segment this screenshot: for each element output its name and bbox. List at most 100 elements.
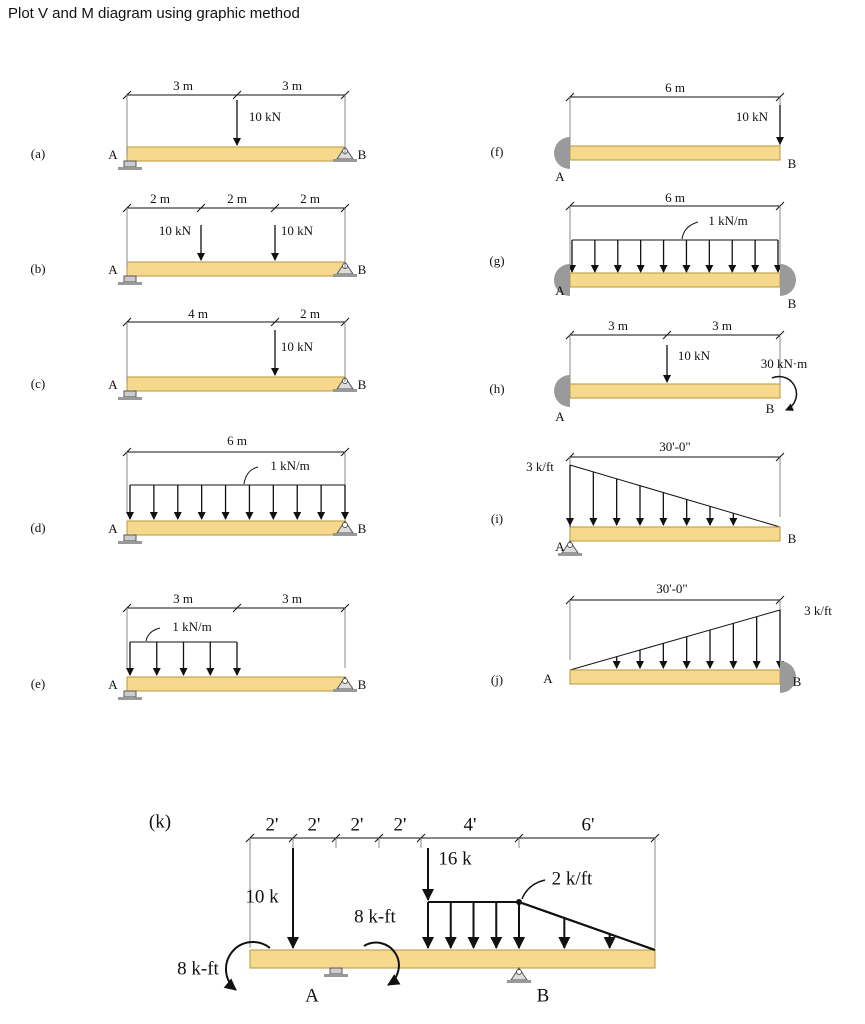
roller-support [329, 967, 343, 975]
fixed-support [554, 264, 570, 296]
label: 3 m [712, 318, 732, 333]
beam [126, 376, 346, 392]
support-base [118, 697, 142, 700]
support-label: B [358, 521, 367, 536]
problem-label: (e) [31, 676, 45, 691]
label: 2 k/ft [552, 868, 593, 889]
dimension-tick [232, 90, 242, 100]
leader [145, 627, 161, 642]
support-base [333, 159, 357, 162]
beam [126, 520, 346, 536]
moment-arc [223, 941, 271, 991]
beam [569, 669, 781, 685]
support-base [333, 533, 357, 536]
label: 4 m [188, 306, 208, 321]
support-label: A [555, 283, 565, 298]
dimension-tick [232, 603, 242, 613]
label: 3 m [282, 78, 302, 93]
support-label: A [108, 377, 118, 392]
leader [243, 466, 259, 485]
label: 10 kN [678, 348, 711, 363]
roller-support [123, 160, 137, 168]
label: 10 kN [159, 223, 192, 238]
support-label: A [108, 147, 118, 162]
support-label: B [793, 674, 802, 689]
support-base [118, 167, 142, 170]
support-label: B [788, 296, 797, 311]
support-label: A [555, 169, 565, 184]
support-label: A [108, 521, 118, 536]
roller-support [123, 534, 137, 542]
label: 2' [308, 814, 321, 835]
label: 10 kN [281, 223, 314, 238]
support-base [118, 397, 142, 400]
label: 2' [351, 814, 364, 835]
support-label: A [555, 539, 565, 554]
beam [126, 261, 346, 277]
support-base [118, 282, 142, 285]
fixed-support [780, 661, 796, 693]
label: 1 kN/m [270, 458, 309, 473]
beam [569, 383, 781, 399]
problem-label: (a) [31, 146, 45, 161]
label: 16 k [438, 848, 472, 869]
label: 3 m [608, 318, 628, 333]
label: 8 k-ft [354, 906, 396, 927]
label: 3 k/ft [526, 459, 554, 474]
beam [249, 949, 656, 969]
dimension-tick [662, 330, 672, 340]
problem-label: (i) [491, 511, 503, 526]
label: 2 m [227, 191, 247, 206]
fixed-support [554, 137, 570, 169]
label: 6 m [665, 190, 685, 205]
label: 2 m [300, 191, 320, 206]
pin [342, 522, 348, 528]
label: 30 kN·m [761, 356, 808, 371]
moment-arc [771, 375, 798, 411]
leader [681, 221, 699, 240]
beam [569, 272, 781, 288]
load-point [516, 899, 522, 905]
roller-support [123, 275, 137, 283]
load-line [569, 609, 781, 671]
label: 10 kN [281, 339, 314, 354]
pin [567, 542, 573, 548]
page-title: Plot V and M diagram using graphic metho… [8, 5, 300, 22]
problem-label: (b) [30, 261, 45, 276]
label: 6 m [227, 433, 247, 448]
support-label: B [358, 377, 367, 392]
fixed-support [554, 375, 570, 407]
support-label: A [555, 409, 565, 424]
problem-label: (h) [489, 381, 504, 396]
support-label: B [358, 262, 367, 277]
support-base [333, 689, 357, 692]
dimension-tick [270, 317, 280, 327]
support-base [333, 274, 357, 277]
support-label: A [108, 677, 118, 692]
label: 3 k/ft [804, 603, 832, 618]
pin [516, 969, 522, 975]
label: 1 kN/m [708, 213, 747, 228]
dimension-tick [196, 203, 206, 213]
roller-support [123, 390, 137, 398]
label: 2' [394, 814, 407, 835]
label: 2 m [150, 191, 170, 206]
support-base [324, 974, 348, 977]
fixed-support [780, 264, 796, 296]
pin [342, 678, 348, 684]
support-label: B [358, 147, 367, 162]
moment-arc [363, 941, 401, 986]
support-base [333, 389, 357, 392]
support-base [118, 541, 142, 544]
support-base [507, 980, 531, 983]
label: 1 kN/m [172, 619, 211, 634]
load-line [518, 901, 656, 951]
support-label: B [537, 985, 550, 1006]
load-line [569, 464, 781, 528]
label: 10 kN [249, 109, 282, 124]
roller-support [123, 690, 137, 698]
beam [569, 145, 781, 161]
problem-label: (j) [491, 672, 503, 687]
